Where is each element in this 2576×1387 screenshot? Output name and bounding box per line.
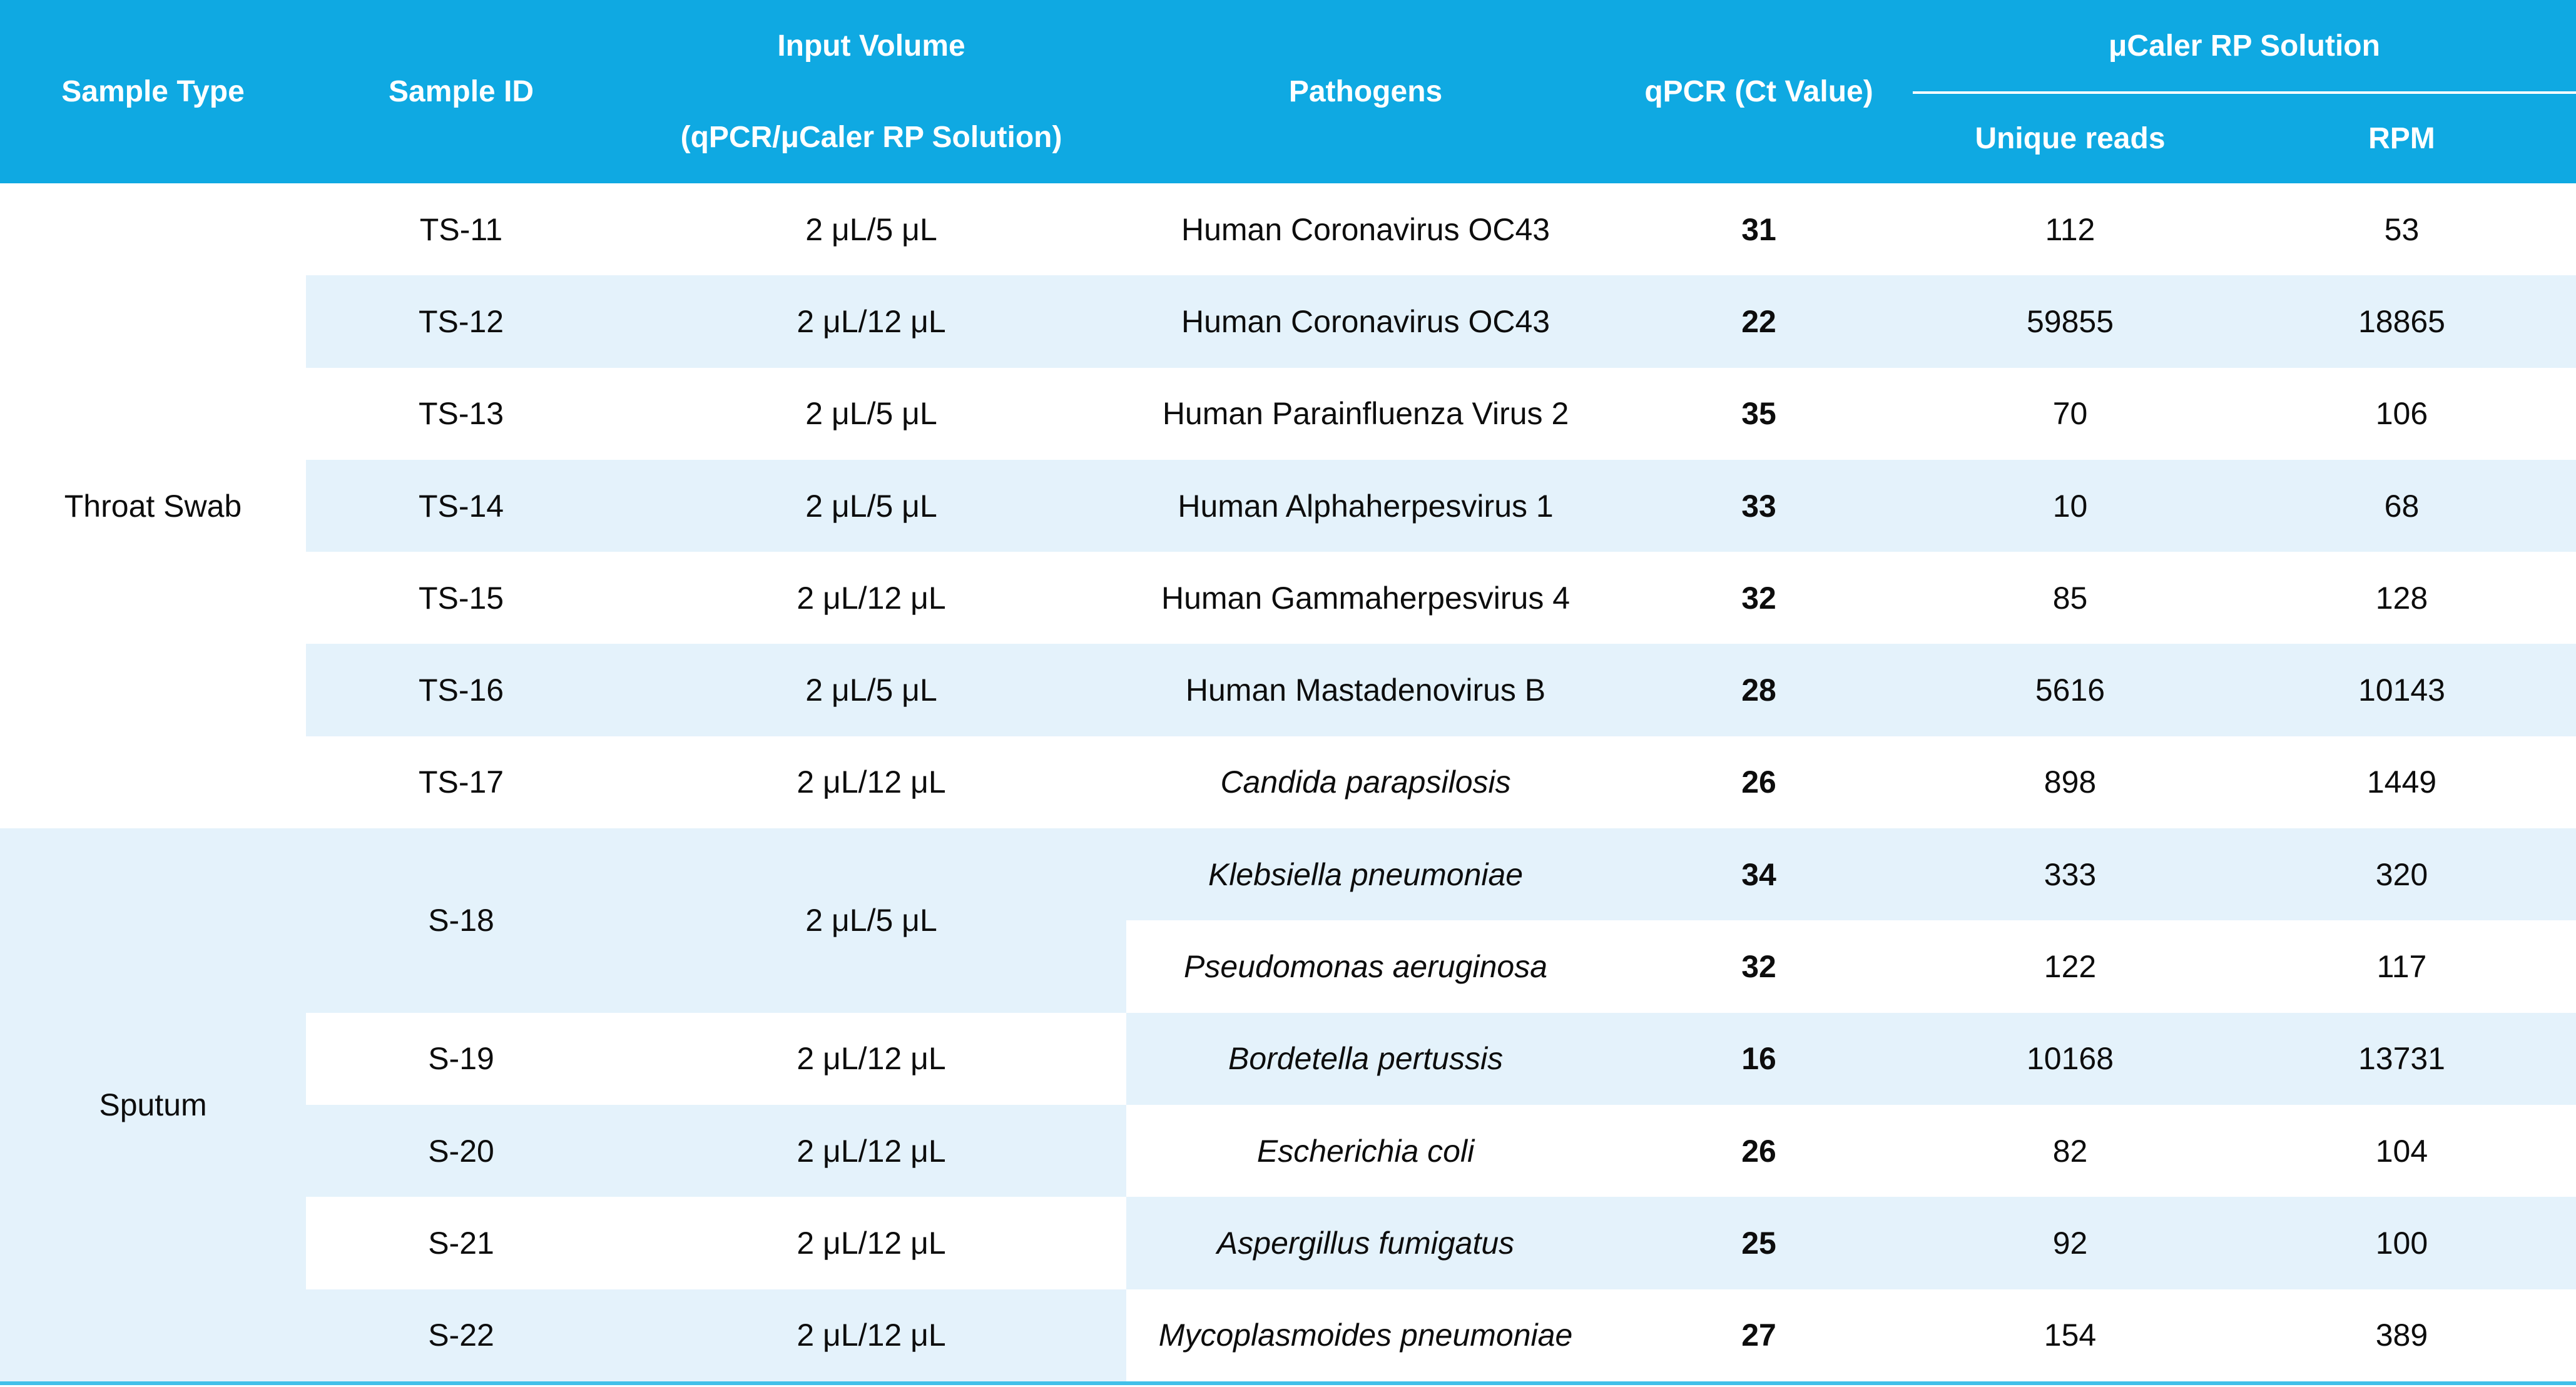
cell-ct-value: 32	[1605, 552, 1913, 644]
cell-pathogen: Aspergillus fumigatus	[1126, 1197, 1606, 1289]
cell-unique-reads: 85	[1913, 552, 2227, 644]
cell-rpm: 13731	[2227, 1012, 2576, 1105]
cell-sample-id: S-20	[306, 1104, 617, 1197]
cell-rpm: 104	[2227, 1104, 2576, 1197]
cell-rpm: 68	[2227, 459, 2576, 552]
cell-rpm: 117	[2227, 920, 2576, 1013]
cell-pathogen: Human Coronavirus OC43	[1126, 275, 1606, 368]
cell-input-volume: 2 μL/12 μL	[616, 1197, 1127, 1289]
cell-input-volume: 2 μL/12 μL	[616, 1104, 1127, 1197]
cell-rpm: 18865	[2227, 275, 2576, 368]
table-bottom-rule	[0, 1381, 2576, 1385]
cell-pathogen: Mycoplasmoides pneumoniae	[1126, 1289, 1606, 1381]
cell-pathogen: Pseudomonas aeruginosa	[1126, 920, 1606, 1013]
cell-ct-value: 26	[1605, 1104, 1913, 1197]
cell-sample-id: TS-16	[306, 644, 617, 736]
cell-pathogen: Bordetella pertussis	[1126, 1012, 1606, 1105]
cell-unique-reads: 82	[1913, 1104, 2227, 1197]
cell-input-volume: 2 μL/5 μL	[616, 828, 1127, 1013]
cell-unique-reads: 5616	[1913, 644, 2227, 736]
cell-input-volume: 2 μL/5 μL	[616, 367, 1127, 460]
cell-sample-id: TS-14	[306, 459, 617, 552]
cell-input-volume: 2 μL/12 μL	[616, 552, 1127, 644]
cell-unique-reads: 10	[1913, 459, 2227, 552]
cell-input-volume: 2 μL/12 μL	[616, 1289, 1127, 1381]
cell-unique-reads: 898	[1913, 736, 2227, 829]
cell-unique-reads: 10168	[1913, 1012, 2227, 1105]
header-input-volume-line2: (qPCR/μCaler RP Solution)	[680, 121, 1062, 155]
cell-rpm: 320	[2227, 828, 2576, 921]
cell-ct-value: 31	[1605, 183, 1913, 276]
cell-unique-reads: 333	[1913, 828, 2227, 921]
cell-sample-id: S-18	[306, 828, 617, 1013]
header-unique-reads: Unique reads	[1975, 122, 2166, 155]
cell-sample-id: S-21	[306, 1197, 617, 1289]
cell-unique-reads: 59855	[1913, 275, 2227, 368]
header-rpm: RPM	[2368, 122, 2435, 155]
header-qpcr-ct: qPCR (Ct Value)	[1605, 0, 1913, 183]
cell-rpm: 53	[2227, 183, 2576, 276]
cell-input-volume: 2 μL/5 μL	[616, 459, 1127, 552]
cell-rpm: 106	[2227, 367, 2576, 460]
cell-rpm: 10143	[2227, 644, 2576, 736]
cell-pathogen: Klebsiella pneumoniae	[1126, 828, 1606, 921]
cell-ct-value: 26	[1605, 736, 1913, 829]
cell-rpm: 389	[2227, 1289, 2576, 1381]
cell-rpm: 100	[2227, 1197, 2576, 1289]
cell-input-volume: 2 μL/5 μL	[616, 183, 1127, 276]
cell-sample-id: TS-12	[306, 275, 617, 368]
cell-unique-reads: 122	[1913, 920, 2227, 1013]
cell-unique-reads: 154	[1913, 1289, 2227, 1381]
header-pathogens: Pathogens	[1126, 0, 1606, 183]
cell-pathogen: Human Coronavirus OC43	[1126, 183, 1606, 276]
cell-input-volume: 2 μL/5 μL	[616, 644, 1127, 736]
cell-pathogen: Candida parapsilosis	[1126, 736, 1606, 829]
cell-sample-id: TS-15	[306, 552, 617, 644]
cell-sample-id: S-22	[306, 1289, 617, 1381]
cell-sample-id: TS-17	[306, 736, 617, 829]
cell-pathogen: Human Mastadenovirus B	[1126, 644, 1606, 736]
header-ucaler-label: μCaler RP Solution	[2109, 29, 2380, 63]
cell-sample-id: TS-11	[306, 183, 617, 276]
cell-input-volume: 2 μL/12 μL	[616, 736, 1127, 829]
cell-sample-type-throat-swab: Throat Swab	[0, 183, 307, 829]
cell-ct-value: 28	[1605, 644, 1913, 736]
cell-unique-reads: 70	[1913, 367, 2227, 460]
cell-ct-value: 16	[1605, 1012, 1913, 1105]
header-sample-type: Sample Type	[0, 0, 307, 183]
cell-input-volume: 2 μL/12 μL	[616, 1012, 1127, 1105]
header-ucaler-group: μCaler RP Solution Unique reads RPM	[1913, 0, 2576, 183]
cell-sample-id: TS-13	[306, 367, 617, 460]
header-group-divider	[1913, 91, 2576, 94]
cell-unique-reads: 112	[1913, 183, 2227, 276]
cell-ct-value: 35	[1605, 367, 1913, 460]
header-input-volume-line1: Input Volume	[777, 29, 965, 63]
cell-pathogen: Human Parainfluenza Virus 2	[1126, 367, 1606, 460]
cell-ct-value: 33	[1605, 459, 1913, 552]
header-sample-id: Sample ID	[306, 0, 617, 183]
cell-rpm: 128	[2227, 552, 2576, 644]
header-input-volume: Input Volume (qPCR/μCaler RP Solution)	[616, 0, 1127, 183]
cell-pathogen: Escherichia coli	[1126, 1104, 1606, 1197]
cell-pathogen: Human Gammaherpesvirus 4	[1126, 552, 1606, 644]
cell-ct-value: 22	[1605, 275, 1913, 368]
cell-ct-value: 25	[1605, 1197, 1913, 1289]
cell-rpm: 1449	[2227, 736, 2576, 829]
cell-pathogen: Human Alphaherpesvirus 1	[1126, 459, 1606, 552]
cell-sample-type-sputum: Sputum	[0, 828, 307, 1381]
cell-ct-value: 27	[1605, 1289, 1913, 1381]
cell-unique-reads: 92	[1913, 1197, 2227, 1289]
cell-sample-id: S-19	[306, 1012, 617, 1105]
cell-ct-value: 34	[1605, 828, 1913, 921]
cell-ct-value: 32	[1605, 920, 1913, 1013]
cell-input-volume: 2 μL/12 μL	[616, 275, 1127, 368]
